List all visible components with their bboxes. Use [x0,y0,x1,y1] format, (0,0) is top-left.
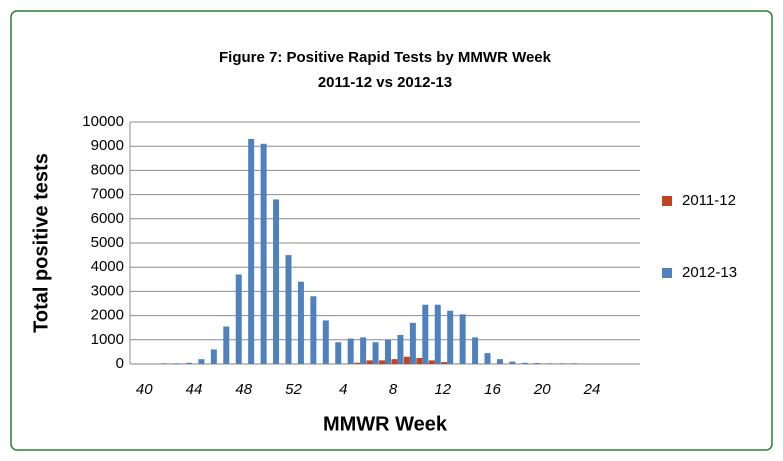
bar [260,143,267,364]
bar [459,314,466,364]
bar [285,255,292,364]
y-axis-title: Total positive tests [30,153,52,333]
bar [403,356,410,364]
bar [509,361,516,364]
legend-swatch [662,268,672,278]
bar [422,304,429,364]
x-tick-label: 48 [235,381,252,398]
bar [441,362,448,364]
bar [273,199,280,364]
bar [354,362,361,364]
bar [472,337,479,364]
bar [379,360,385,364]
bar [297,281,304,364]
bar [223,326,230,364]
x-axis-title: MMWR Week [323,413,448,435]
x-tick-label: 52 [285,381,302,398]
x-tick-label: 24 [583,381,601,398]
x-tick-label: 4 [339,381,347,398]
bar [546,363,553,364]
chart-title: Figure 7: Positive Rapid Tests by MMWR W… [219,49,552,66]
bar [335,342,342,364]
bar [521,362,528,364]
y-tick-label: 0 [116,355,124,372]
bar [248,138,255,364]
bar [372,342,379,364]
bar [235,274,242,364]
bar [559,363,566,364]
y-tick-label: 8000 [91,161,124,178]
chart-subtitle: 2011-12 vs 2012-13 [318,74,452,91]
bar [484,353,491,364]
bar [496,359,503,364]
y-tick-label: 1000 [91,331,124,348]
y-tick-label: 4000 [91,258,124,275]
bar [534,363,541,364]
bar [347,338,354,364]
bar [198,359,205,364]
bar [322,320,329,364]
bar [447,310,454,364]
bar [310,296,317,364]
bar [416,357,423,364]
bar [397,334,404,364]
x-tick-label: 20 [533,381,551,398]
bar [210,349,217,364]
x-tick-label: 40 [136,381,153,398]
y-tick-label: 9000 [91,137,124,154]
legend-swatch [662,196,672,206]
y-tick-label: 10000 [82,113,124,130]
bar [391,359,398,364]
x-tick-label: 16 [484,381,501,398]
bar [385,339,391,364]
x-tick-label: 12 [434,381,451,398]
legend-label: 2012-13 [682,264,737,281]
y-tick-label: 6000 [91,210,124,227]
y-tick-label: 5000 [91,234,124,251]
bar [571,363,578,364]
bar [173,363,180,364]
bar [161,363,168,364]
bar [360,337,367,364]
bar [185,362,192,364]
y-tick-label: 2000 [91,307,124,324]
x-tick-label: 8 [389,381,398,398]
x-tick-label: 44 [186,381,203,398]
y-tick-label: 3000 [91,282,124,299]
legend-label: 2011-12 [682,192,736,209]
bar [366,360,373,364]
y-tick-label: 7000 [91,186,124,203]
bar [428,360,435,364]
bar [409,322,416,364]
bar [434,304,441,364]
